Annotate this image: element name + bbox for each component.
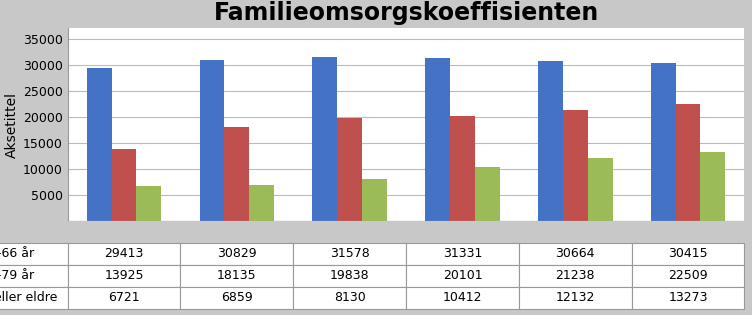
Bar: [137, 186, 161, 221]
Y-axis label: Aksetittel: Aksetittel: [5, 92, 19, 158]
Bar: [200, 60, 224, 221]
Bar: [313, 57, 337, 221]
Bar: [450, 116, 475, 221]
Bar: [701, 152, 726, 221]
Bar: [426, 58, 450, 221]
Bar: [224, 127, 250, 221]
Title: Familieomsorgskoeffisienten: Familieomsorgskoeffisienten: [214, 1, 599, 25]
Bar: [86, 68, 111, 221]
Bar: [362, 179, 387, 221]
Bar: [250, 185, 274, 221]
Bar: [588, 158, 612, 221]
Bar: [475, 167, 500, 221]
Bar: [675, 104, 701, 221]
Bar: [538, 61, 562, 221]
Bar: [651, 63, 675, 221]
Bar: [111, 149, 137, 221]
Bar: [337, 118, 362, 221]
Bar: [562, 111, 588, 221]
